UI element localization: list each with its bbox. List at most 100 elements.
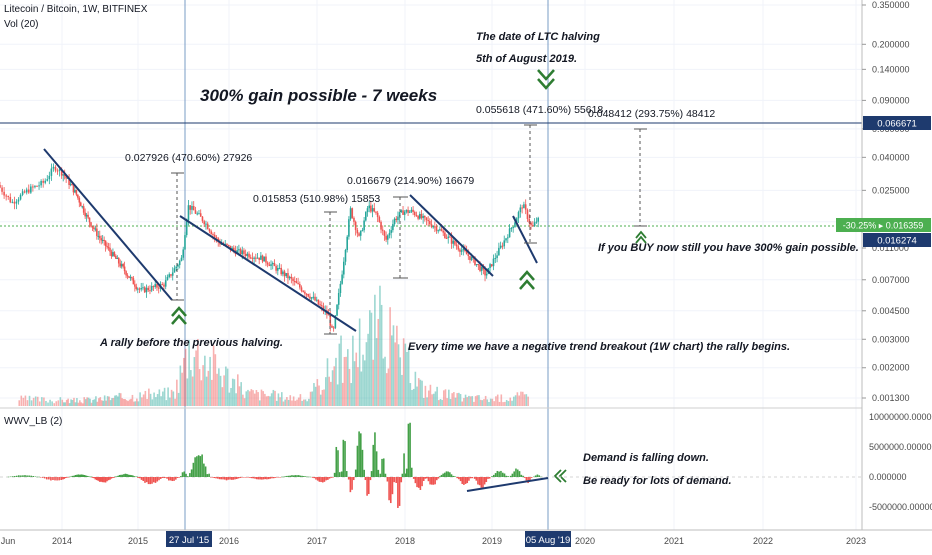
candle-body — [249, 257, 252, 259]
wwv-bar — [345, 471, 348, 477]
grid — [0, 0, 862, 530]
volume-bar — [417, 378, 420, 406]
volume-bar — [431, 394, 433, 406]
wwv-bar — [442, 473, 444, 477]
volume-bar — [397, 344, 400, 406]
volume-bar — [513, 396, 515, 406]
candle-body — [392, 224, 394, 231]
volume-bar — [243, 398, 246, 406]
volume-bar — [267, 395, 270, 406]
candle-body — [393, 218, 396, 225]
volume-bar — [469, 396, 472, 406]
volume-bar — [353, 361, 356, 406]
volume-bar — [325, 377, 327, 406]
wwv-bar — [86, 475, 88, 477]
volume-bar — [109, 400, 112, 406]
candle-body — [97, 235, 100, 237]
wwv-bar — [52, 477, 54, 481]
candle-body — [282, 271, 284, 275]
wwv-bar — [342, 439, 345, 477]
candle-body — [273, 263, 276, 267]
wwv-bar — [403, 453, 405, 477]
candle-body — [317, 299, 320, 305]
measure-label-2: 0.015853 (510.98%) 15853 — [253, 193, 380, 205]
wwv-bar — [121, 474, 124, 477]
wwv-bar — [168, 477, 170, 481]
wwv-bar — [485, 477, 488, 483]
candle-body — [90, 222, 92, 227]
candle-body — [170, 274, 172, 276]
last-price-text: 0.016274 — [877, 236, 917, 247]
volume-bar — [394, 342, 396, 406]
wwv-bar — [501, 472, 504, 477]
candle-body — [434, 226, 436, 228]
candle-body — [68, 177, 70, 185]
candle-body — [52, 166, 55, 169]
volume-bar — [345, 356, 347, 406]
candle-body — [460, 250, 463, 252]
candle-body — [116, 258, 119, 260]
candle-body — [215, 237, 218, 239]
candle-body — [388, 232, 391, 236]
candle-body — [424, 215, 426, 218]
last-price-badge — [863, 233, 931, 247]
candle-body — [227, 245, 230, 247]
volume-bar — [484, 395, 487, 406]
time-axis[interactable] — [0, 530, 932, 550]
candle-body — [129, 277, 132, 279]
candle-body — [107, 247, 110, 249]
wwv-bar — [142, 477, 145, 481]
price-axis[interactable] — [862, 0, 932, 530]
volume-bar — [141, 397, 143, 406]
wwv-bar — [364, 477, 367, 481]
candle-body — [312, 296, 315, 298]
volume-bar — [260, 389, 263, 406]
wwv-bar — [356, 445, 359, 477]
wwv-bar — [320, 477, 322, 483]
wwv-bar — [36, 476, 39, 478]
wwv-bar — [395, 477, 397, 483]
candle-body — [40, 180, 42, 186]
candle-body — [220, 243, 223, 245]
wwv-bar — [369, 477, 372, 481]
candle-body — [123, 266, 126, 272]
wwv-bar — [106, 477, 108, 482]
wwv-bar — [144, 477, 146, 483]
volume-bar — [195, 350, 197, 406]
wwv-bar — [299, 475, 302, 477]
indicator-axis-labels: 10000000.000000 5000000.000000 0.000000 -50… — [869, 412, 932, 512]
candle-body — [519, 207, 522, 213]
candle-body — [454, 240, 456, 245]
volume-bar — [36, 396, 39, 406]
time-axis-label: 2021 — [664, 536, 684, 546]
volume-bar — [240, 382, 242, 406]
chevron-down-icon — [537, 78, 555, 90]
candle-body — [110, 251, 113, 257]
candle-body — [447, 236, 450, 239]
volume-bar — [282, 401, 285, 406]
volume-bar — [81, 403, 84, 406]
price-axis-label: 0.007000 — [872, 275, 910, 285]
candle-body — [449, 236, 451, 238]
volume-bar — [474, 396, 477, 406]
candle-body — [349, 208, 352, 220]
candle-body — [66, 177, 69, 179]
volume-bar — [318, 385, 320, 406]
candle-body — [198, 213, 200, 215]
time-axis-label: 2019 — [482, 536, 502, 546]
indicator-axis-label: 10000000.000000 — [869, 412, 932, 422]
candle-body — [383, 230, 386, 236]
wwv-bar — [287, 475, 290, 477]
wwv-bar — [496, 470, 499, 477]
wwv-bar — [347, 477, 350, 480]
volume-bar — [333, 366, 336, 406]
volume-bar — [272, 389, 275, 406]
volume-bar — [250, 389, 253, 406]
wwv-bar — [151, 477, 153, 484]
volume-bar — [130, 398, 132, 406]
wwv-bar — [255, 477, 258, 480]
candle-body — [371, 208, 374, 212]
candle-body — [437, 230, 439, 232]
